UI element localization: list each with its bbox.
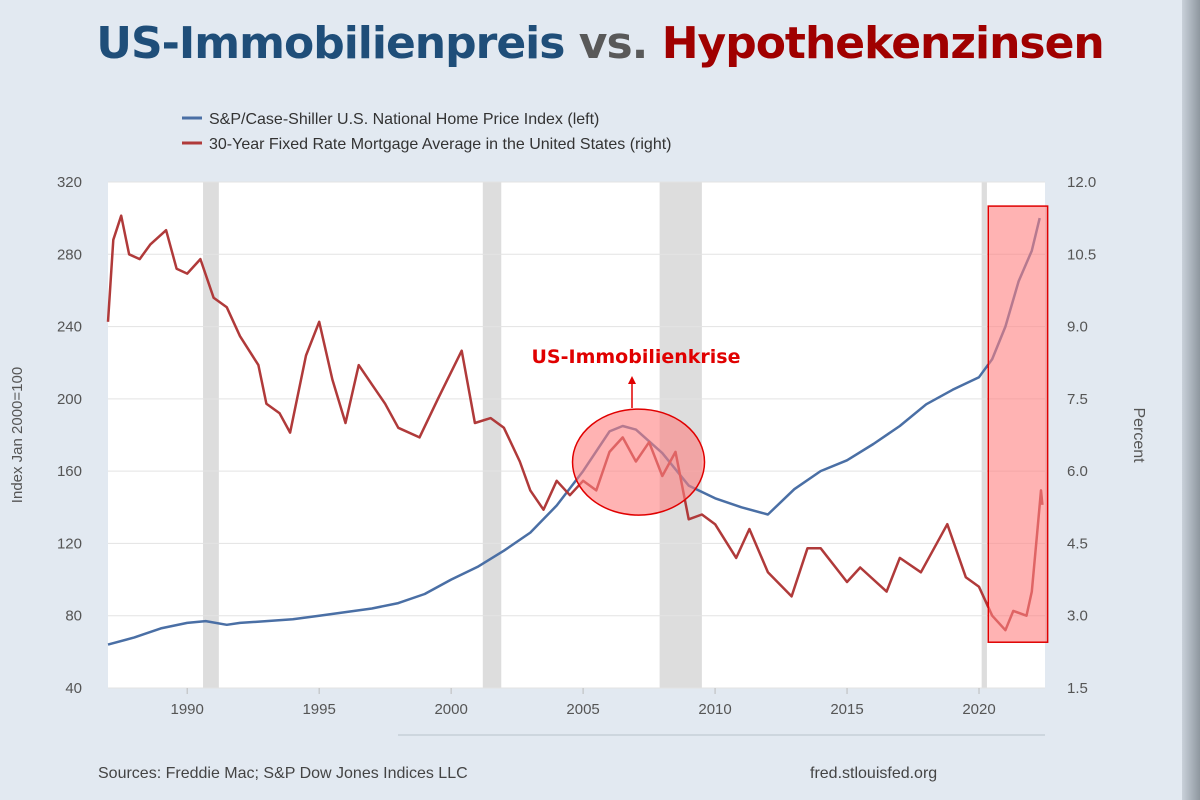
y-left-tick-label: 40 (65, 680, 82, 697)
y-left-tick-label: 120 (57, 535, 82, 552)
title-vs: vs. (578, 18, 649, 69)
y-right-tick-label: 4.5 (1067, 535, 1088, 552)
y-left-tick-label: 320 (57, 174, 82, 191)
y-left-tick-label: 200 (57, 391, 82, 408)
highlight-box-2020-2022 (987, 205, 1049, 643)
y-right-axis-label: Percent (1130, 407, 1147, 463)
sources-note: Sources: Freddie Mac; S&P Dow Jones Indi… (98, 765, 468, 782)
y-right-tick-label: 1.5 (1067, 680, 1088, 697)
x-tick-label: 2020 (962, 701, 995, 718)
y-left-axis-label: Index Jan 2000=100 (9, 367, 26, 503)
legend-label-mortgage: 30-Year Fixed Rate Mortgage Average in t… (209, 136, 671, 153)
page-title: US-Immobilienpreis vs. Hypothekenzinsen (0, 18, 1200, 69)
crisis-label: US-Immobilienkrise (532, 346, 741, 368)
y-left-tick-label: 240 (57, 319, 82, 336)
window-edge-shadow (1182, 0, 1200, 800)
y-right-tick-label: 6.0 (1067, 463, 1088, 480)
x-tick-label: 2010 (698, 701, 731, 718)
y-right-tick-label: 12.0 (1067, 174, 1096, 191)
recession-band (981, 182, 987, 688)
legend-label-hpi: S&P/Case-Shiller U.S. National Home Pric… (209, 111, 599, 128)
x-tick-label: 2005 (566, 701, 599, 718)
recession-band (203, 182, 219, 688)
y-right-tick-label: 9.0 (1067, 319, 1088, 336)
y-right-tick-label: 10.5 (1067, 246, 1096, 263)
plot-area (108, 182, 1045, 688)
x-tick-label: 1990 (170, 701, 203, 718)
x-tick-label: 2000 (434, 701, 467, 718)
x-tick-label: 1995 (302, 701, 335, 718)
recession-band (482, 182, 502, 688)
fred-site: fred.stlouisfed.org (810, 765, 937, 782)
x-tick-label: 2015 (830, 701, 863, 718)
legend: S&P/Case-Shiller U.S. National Home Pric… (182, 111, 671, 153)
y-left-tick-label: 80 (65, 608, 82, 625)
title-part-home-price: US-Immobilienpreis (96, 18, 565, 69)
y-right-tick-label: 7.5 (1067, 391, 1088, 408)
y-left-tick-label: 160 (57, 463, 82, 480)
crisis-highlight-circle (571, 408, 706, 516)
y-left-tick-label: 280 (57, 246, 82, 263)
arrow-head-icon (628, 376, 636, 384)
y-right-tick-label: 3.0 (1067, 608, 1088, 625)
mortgage-rate-line (106, 214, 1044, 632)
title-part-mortgage: Hypothekenzinsen (661, 18, 1105, 69)
